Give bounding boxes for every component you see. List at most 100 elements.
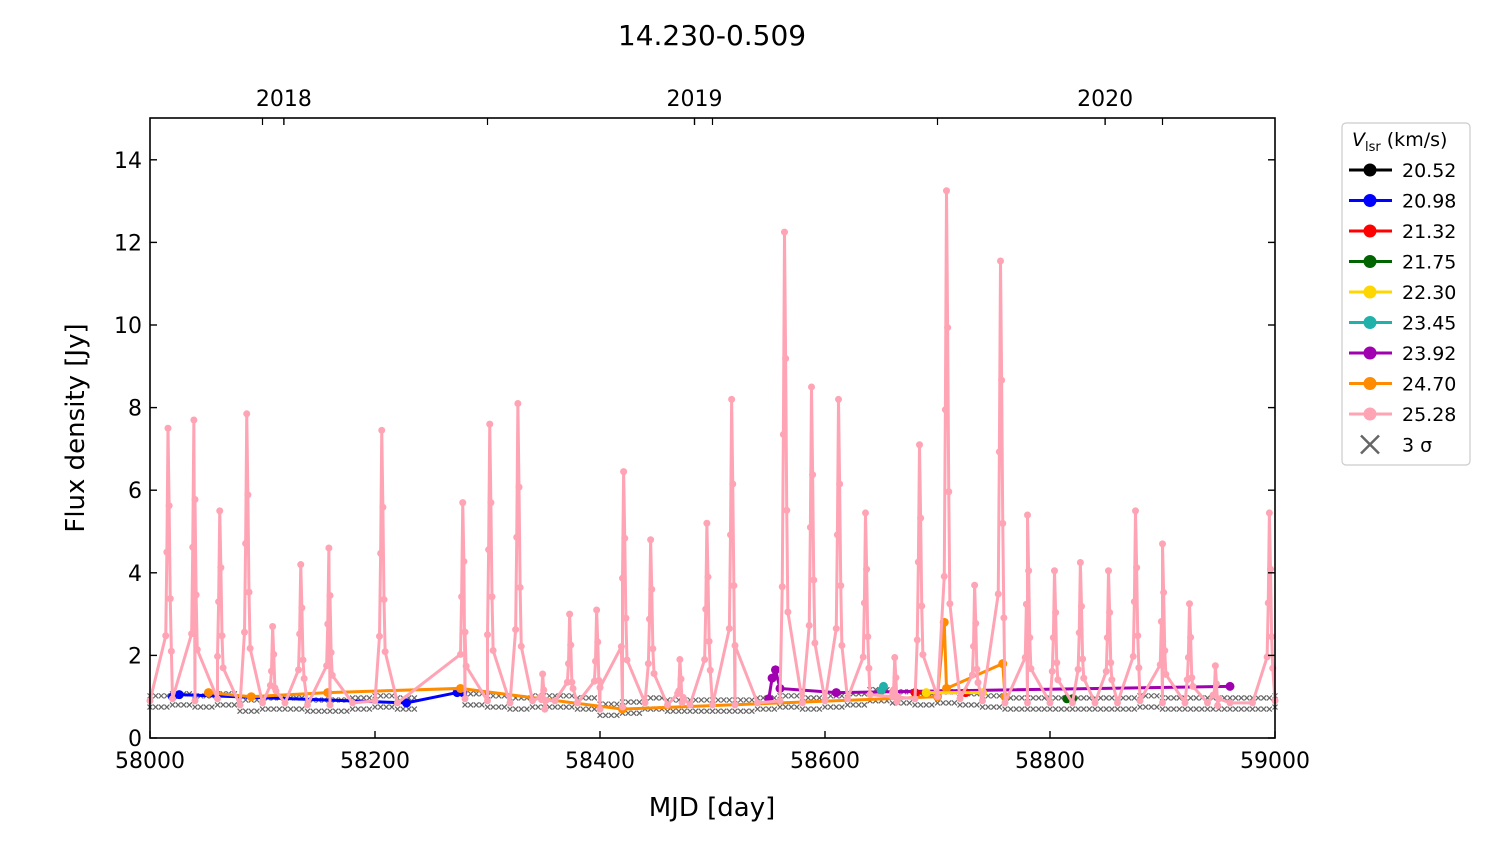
sigma-marker bbox=[720, 708, 727, 715]
data-point-25.28 bbox=[806, 523, 814, 531]
sigma-marker bbox=[855, 702, 862, 708]
data-point-25.28 bbox=[269, 622, 277, 630]
sigma-marker bbox=[793, 692, 800, 699]
data-point-25.28 bbox=[516, 583, 524, 591]
data-point-25.28 bbox=[679, 694, 687, 702]
data-point-25.28 bbox=[458, 593, 466, 601]
data-point-25.28 bbox=[304, 701, 311, 709]
sigma-marker bbox=[1198, 706, 1205, 713]
data-point-25.28 bbox=[1159, 540, 1166, 548]
data-point-25.28 bbox=[894, 693, 902, 701]
data-point-25.28 bbox=[940, 572, 948, 580]
sigma-marker bbox=[1075, 706, 1082, 713]
data-point-25.28 bbox=[541, 705, 549, 713]
sigma-marker bbox=[737, 697, 744, 703]
sigma-marker bbox=[923, 702, 930, 708]
data-point-25.28 bbox=[484, 697, 491, 705]
y-tick-label: 6 bbox=[128, 479, 142, 504]
data-point-23.92 bbox=[767, 673, 777, 683]
sigma-marker bbox=[636, 699, 643, 705]
sigma-marker bbox=[805, 695, 812, 701]
sigma-marker bbox=[242, 708, 249, 715]
sigma-marker bbox=[535, 704, 542, 710]
data-point-25.28 bbox=[193, 646, 201, 654]
data-point-25.28 bbox=[218, 632, 226, 640]
sigma-marker bbox=[754, 706, 761, 713]
sigma-marker bbox=[518, 706, 525, 713]
data-point-25.28 bbox=[677, 675, 685, 683]
data-point-25.28 bbox=[730, 582, 738, 590]
sigma-marker bbox=[782, 692, 789, 699]
data-point-25.28 bbox=[1204, 699, 1211, 707]
sigma-marker bbox=[388, 692, 395, 699]
data-point-25.28 bbox=[376, 632, 383, 640]
y-tick-label: 2 bbox=[128, 644, 142, 669]
sigma-marker bbox=[748, 708, 755, 715]
sigma-marker bbox=[1148, 692, 1155, 699]
data-point-25.28 bbox=[216, 507, 224, 515]
data-point-25.28 bbox=[1076, 558, 1084, 566]
data-point-25.28 bbox=[596, 684, 604, 692]
data-point-25.28 bbox=[1024, 511, 1031, 519]
sigma-marker bbox=[248, 708, 255, 715]
data-point-25.28 bbox=[1103, 634, 1111, 642]
sigma-marker bbox=[338, 708, 345, 715]
data-point-25.28 bbox=[487, 499, 495, 507]
sigma-marker bbox=[1204, 706, 1211, 713]
sigma-marker bbox=[900, 699, 907, 706]
data-point-25.28 bbox=[1187, 633, 1195, 641]
sigma-marker bbox=[636, 710, 643, 717]
sigma-marker bbox=[1232, 695, 1239, 701]
data-point-25.28 bbox=[378, 426, 386, 434]
legend-marker-20.98 bbox=[1363, 194, 1377, 207]
data-point-25.28 bbox=[836, 480, 844, 488]
sigma-marker bbox=[1148, 704, 1155, 710]
sigma-marker bbox=[850, 702, 857, 708]
sigma-marker bbox=[574, 706, 581, 713]
y-tick-label: 0 bbox=[128, 727, 142, 752]
sigma-marker bbox=[1035, 695, 1042, 701]
legend-marker-25.28 bbox=[1363, 407, 1377, 421]
sigma-marker bbox=[917, 702, 924, 708]
legend-label: 25.28 bbox=[1402, 404, 1456, 426]
data-point-25.28 bbox=[890, 686, 898, 694]
data-point-25.28 bbox=[457, 650, 464, 658]
legend-marker-24.70 bbox=[1363, 377, 1377, 390]
data-point-25.28 bbox=[998, 376, 1006, 384]
sigma-marker bbox=[777, 704, 783, 710]
sigma-marker bbox=[265, 706, 272, 713]
data-point-25.28 bbox=[913, 636, 921, 644]
data-point-25.28 bbox=[999, 519, 1007, 527]
legend-marker-23.45 bbox=[1363, 316, 1377, 329]
top-tick-label: 2018 bbox=[256, 87, 312, 112]
sigma-marker bbox=[743, 697, 750, 703]
data-point-25.28 bbox=[675, 687, 683, 695]
data-point-25.28 bbox=[727, 531, 734, 539]
sigma-marker bbox=[1030, 695, 1037, 701]
data-point-25.28 bbox=[1132, 507, 1139, 515]
data-point-20.98 bbox=[402, 698, 411, 708]
data-point-24.70 bbox=[204, 688, 213, 698]
sigma-marker bbox=[1080, 706, 1087, 713]
data-point-25.28 bbox=[1022, 600, 1030, 608]
data-point-25.28 bbox=[706, 666, 714, 674]
data-point-25.28 bbox=[539, 670, 547, 678]
legend-label: 23.92 bbox=[1402, 343, 1456, 365]
sigma-marker bbox=[945, 699, 952, 706]
legend-marker-23.92 bbox=[1363, 346, 1377, 360]
sigma-marker bbox=[715, 697, 722, 703]
sigma-marker bbox=[321, 708, 328, 715]
data-point-25.28 bbox=[517, 642, 525, 650]
data-point-25.28 bbox=[1114, 699, 1121, 707]
sigma-marker bbox=[1080, 695, 1087, 701]
sigma-marker bbox=[957, 702, 963, 708]
sigma-marker bbox=[681, 708, 688, 715]
data-point-25.28 bbox=[540, 686, 548, 694]
sigma-marker bbox=[1266, 695, 1273, 701]
data-point-25.28 bbox=[243, 410, 251, 418]
legend-marker-22.30 bbox=[1363, 285, 1377, 299]
sigma-marker bbox=[163, 704, 170, 710]
data-point-25.28 bbox=[326, 701, 334, 709]
data-point-25.28 bbox=[919, 651, 927, 659]
data-point-25.28 bbox=[245, 588, 253, 596]
